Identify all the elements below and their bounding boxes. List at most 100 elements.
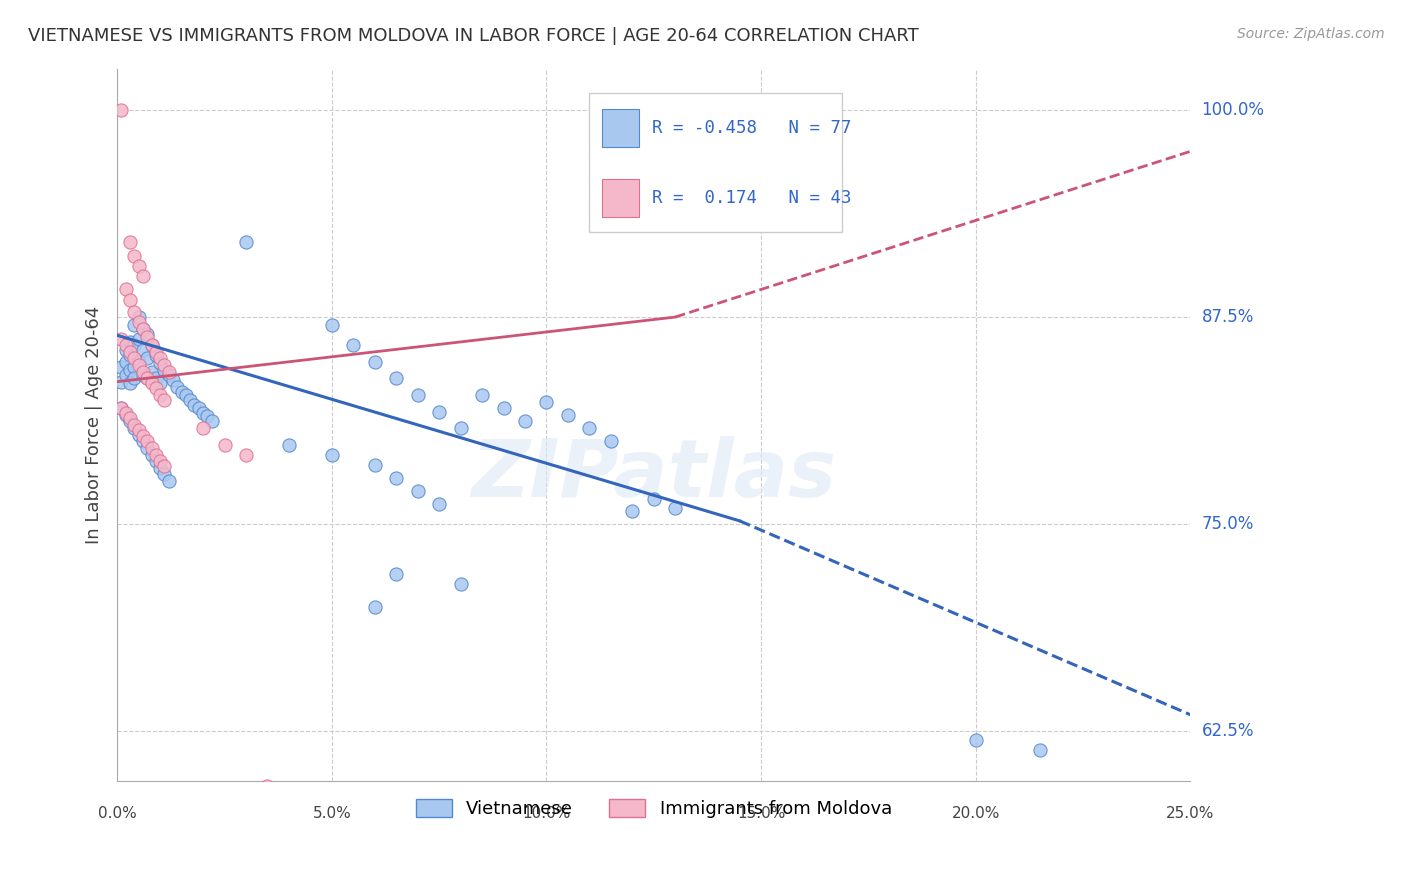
FancyBboxPatch shape	[602, 109, 638, 147]
Point	[110, 359, 132, 374]
Text: 100.0%: 100.0%	[1202, 101, 1264, 119]
Legend: Vietnamese, Immigrants from Moldova: Vietnamese, Immigrants from Moldova	[408, 791, 900, 825]
Point	[513, 414, 536, 428]
Point	[1029, 742, 1052, 756]
Point	[364, 600, 387, 615]
Point	[120, 293, 142, 308]
Point	[120, 348, 142, 362]
Point	[385, 371, 408, 385]
Text: 10.0%: 10.0%	[522, 806, 571, 821]
Y-axis label: In Labor Force | Age 20-64: In Labor Force | Age 20-64	[86, 306, 103, 544]
Point	[149, 351, 172, 366]
Point	[427, 497, 450, 511]
Point	[450, 421, 472, 435]
Point	[621, 199, 644, 213]
Point	[128, 315, 150, 329]
Text: 20.0%: 20.0%	[952, 806, 1000, 821]
Point	[450, 577, 472, 591]
Point	[557, 408, 579, 422]
Point	[132, 365, 155, 379]
Point	[114, 282, 136, 296]
Point	[235, 235, 257, 250]
Text: ZIPatlas: ZIPatlas	[471, 435, 837, 514]
Point	[162, 373, 184, 387]
Point	[145, 448, 167, 462]
Point	[195, 409, 218, 424]
Point	[124, 417, 146, 432]
Point	[145, 344, 167, 359]
Point	[132, 321, 155, 335]
Point	[132, 434, 155, 449]
Point	[141, 365, 163, 379]
Point	[120, 376, 142, 391]
Point	[277, 437, 299, 451]
Point	[187, 401, 209, 416]
Point	[136, 441, 159, 455]
Point	[124, 421, 146, 435]
Point	[124, 249, 146, 263]
Point	[170, 384, 193, 399]
Point	[145, 371, 167, 385]
Point	[124, 318, 146, 333]
Point	[427, 404, 450, 418]
Point	[643, 492, 665, 507]
Point	[174, 388, 197, 402]
Point	[120, 344, 142, 359]
Point	[492, 401, 515, 416]
Point	[578, 421, 600, 435]
Point	[145, 454, 167, 468]
Point	[132, 368, 155, 382]
Point	[256, 779, 278, 793]
Point	[110, 375, 132, 389]
Point	[120, 414, 142, 428]
Point	[153, 459, 176, 474]
Point	[141, 338, 163, 352]
Point	[128, 355, 150, 369]
Point	[141, 338, 163, 352]
Point	[166, 379, 188, 393]
Point	[120, 334, 142, 349]
Point	[471, 388, 494, 402]
Point	[965, 732, 987, 747]
Point	[235, 448, 257, 462]
Point	[124, 305, 146, 319]
Point	[149, 460, 172, 475]
Point	[136, 434, 159, 449]
Point	[136, 326, 159, 341]
Point	[110, 401, 132, 416]
Text: Source: ZipAtlas.com: Source: ZipAtlas.com	[1237, 27, 1385, 41]
Point	[621, 504, 644, 518]
Point	[128, 259, 150, 273]
Point	[321, 318, 343, 333]
Point	[149, 356, 172, 370]
Point	[141, 448, 163, 462]
Point	[128, 358, 150, 372]
Point	[114, 406, 136, 420]
Point	[136, 371, 159, 385]
Point	[153, 467, 176, 482]
Text: 15.0%: 15.0%	[737, 806, 786, 821]
Point	[191, 406, 214, 420]
Point	[120, 411, 142, 425]
Point	[114, 355, 136, 369]
Point	[141, 376, 163, 391]
Point	[385, 471, 408, 485]
Point	[153, 363, 176, 377]
Text: VIETNAMESE VS IMMIGRANTS FROM MOLDOVA IN LABOR FORCE | AGE 20-64 CORRELATION CHA: VIETNAMESE VS IMMIGRANTS FROM MOLDOVA IN…	[28, 27, 920, 45]
Point	[141, 441, 163, 455]
Text: 25.0%: 25.0%	[1166, 806, 1215, 821]
Point	[149, 376, 172, 391]
Point	[132, 343, 155, 358]
Point	[120, 363, 142, 377]
Point	[157, 365, 180, 379]
Point	[124, 371, 146, 385]
FancyBboxPatch shape	[589, 94, 842, 233]
Point	[179, 392, 201, 407]
Point	[114, 408, 136, 422]
Point	[132, 268, 155, 283]
Point	[157, 474, 180, 488]
Point	[124, 338, 146, 352]
Point	[385, 566, 408, 581]
Text: 0.0%: 0.0%	[98, 806, 136, 821]
Text: 62.5%: 62.5%	[1202, 723, 1254, 740]
